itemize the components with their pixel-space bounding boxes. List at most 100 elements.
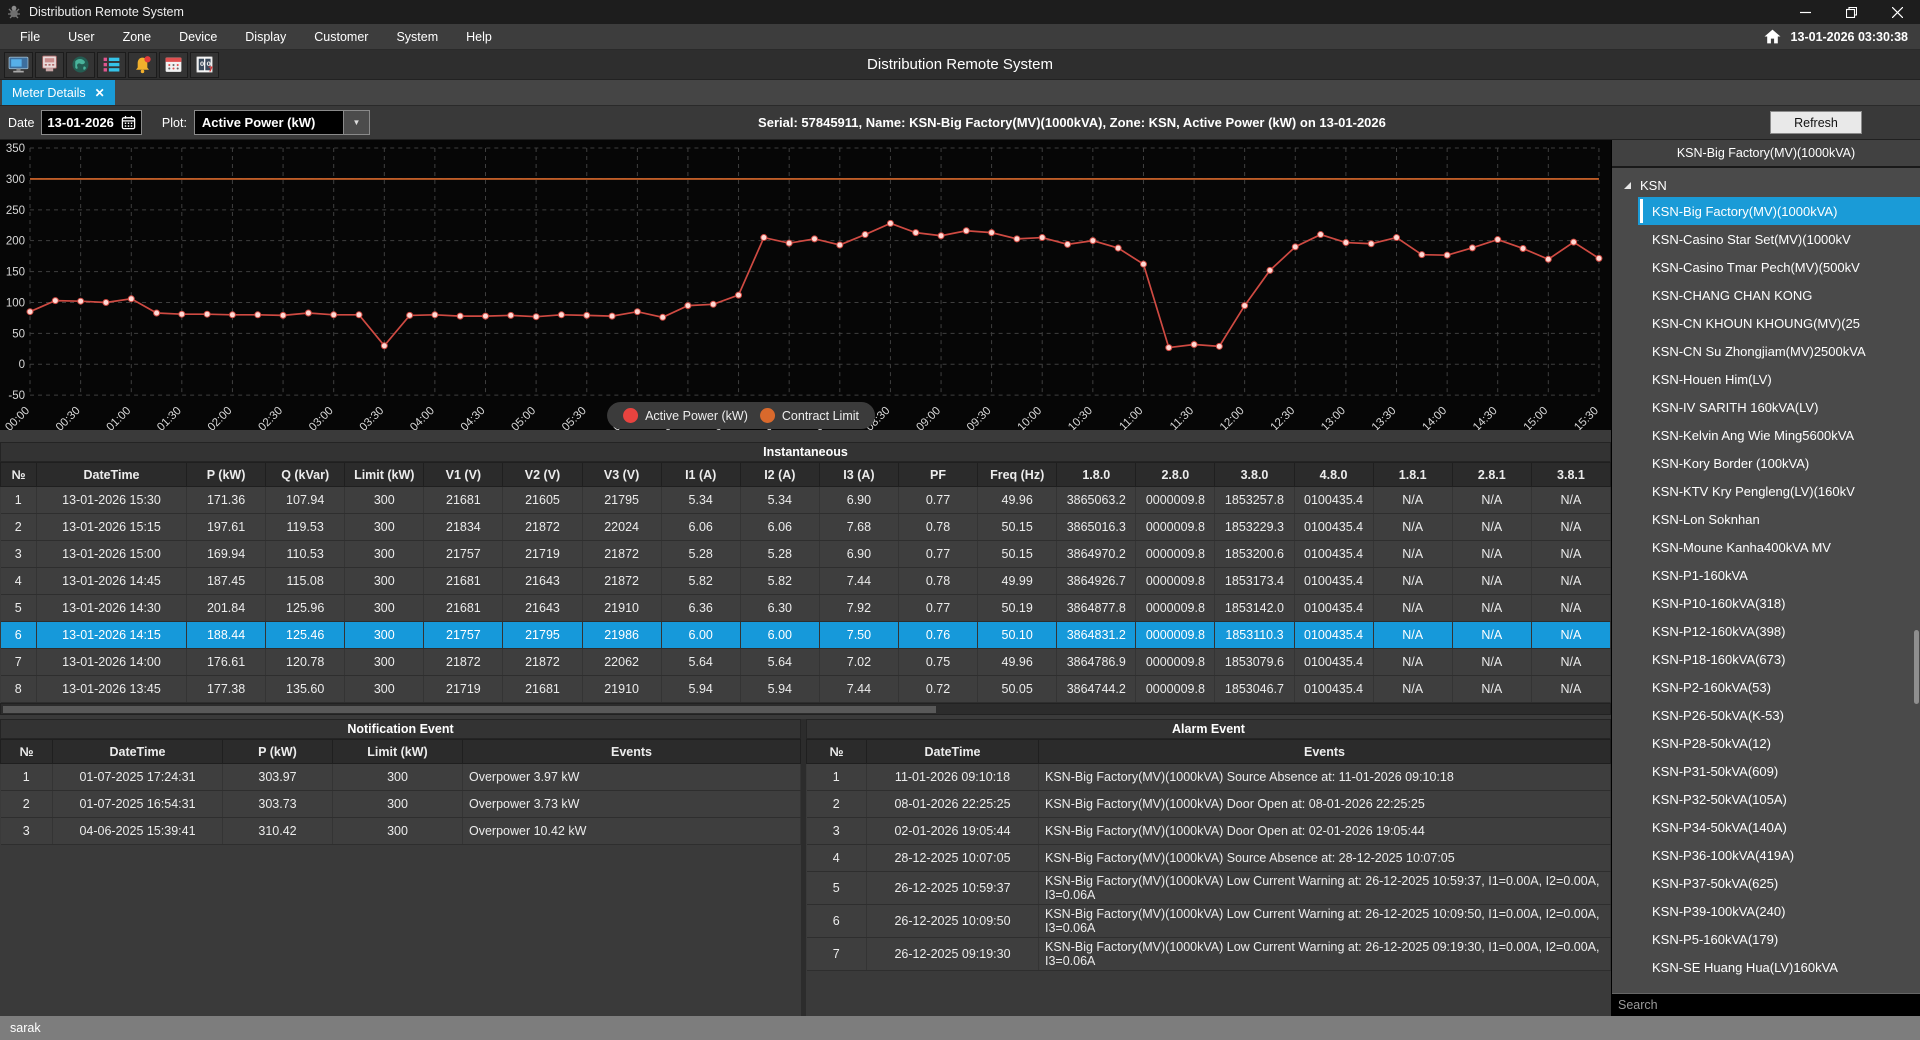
column-header[interactable]: V2 (V)	[503, 463, 582, 487]
tree-item[interactable]: KSN-CN KHOUN KHOUNG(MV)(25	[1638, 309, 1920, 337]
column-header[interactable]: 2.8.1	[1452, 463, 1531, 487]
table-row[interactable]: 626-12-2025 10:09:50KSN-Big Factory(MV)(…	[807, 905, 1611, 938]
table-row[interactable]: 513-01-2026 14:30201.84125.9630021681216…	[1, 595, 1611, 622]
tree-item[interactable]: KSN-Kory Border (100kVA)	[1638, 449, 1920, 477]
tree-item[interactable]: KSN-P5-160kVA(179)	[1638, 925, 1920, 953]
tree-item[interactable]: KSN-P34-50kVA(140A)	[1638, 813, 1920, 841]
calendar-icon[interactable]	[121, 115, 136, 130]
monitor-icon-button[interactable]	[4, 52, 33, 78]
table-row[interactable]: 113-01-2026 15:30171.36107.9430021681216…	[1, 487, 1611, 514]
tree-scrollbar-thumb[interactable]	[1914, 630, 1919, 704]
tree-item[interactable]: KSN-P39-100kVA(240)	[1638, 897, 1920, 925]
tree-item[interactable]: KSN-KTV Kry Pengleng(LV)(160kV	[1638, 477, 1920, 505]
alarm-bell-icon-button[interactable]	[128, 52, 157, 78]
table-row[interactable]: 813-01-2026 13:45177.38135.6030021719216…	[1, 676, 1611, 703]
menu-item-display[interactable]: Display	[231, 30, 300, 44]
table-row[interactable]: 201-07-2025 16:54:31303.73300Overpower 3…	[1, 791, 801, 818]
tree-item[interactable]: KSN-Casino Star Set(MV)(1000kV	[1638, 225, 1920, 253]
tree-item[interactable]: KSN-Houen Him(LV)	[1638, 365, 1920, 393]
tree-item[interactable]: KSN-P1-160kVA	[1638, 561, 1920, 589]
scrollbar-thumb[interactable]	[3, 706, 936, 713]
column-header[interactable]: Events	[1039, 740, 1611, 764]
column-header[interactable]: V3 (V)	[582, 463, 661, 487]
menu-item-device[interactable]: Device	[165, 30, 231, 44]
tree-item[interactable]: KSN-P10-160kVA(318)	[1638, 589, 1920, 617]
tree-item[interactable]: KSN-Big Factory(MV)(1000kVA)	[1638, 197, 1920, 225]
column-header[interactable]: 3.8.0	[1215, 463, 1294, 487]
device-icon-button[interactable]	[35, 52, 64, 78]
tree-item[interactable]: KSN-Casino Tmar Pech(MV)(500kV	[1638, 253, 1920, 281]
chevron-down-icon[interactable]: ▼	[344, 110, 370, 135]
tab-close-icon[interactable]: ✕	[95, 86, 105, 100]
plot-select[interactable]: Active Power (kW)	[194, 110, 344, 135]
tree-item[interactable]: KSN-Lon Soknhan	[1638, 505, 1920, 533]
tree-item[interactable]: KSN-P32-50kVA(105A)	[1638, 785, 1920, 813]
tree-item[interactable]: KSN-IV SARITH 160kVA(LV)	[1638, 393, 1920, 421]
tree-collapse-icon[interactable]	[1624, 182, 1631, 189]
column-header[interactable]: I1 (A)	[661, 463, 740, 487]
column-header[interactable]: P (kW)	[223, 740, 333, 764]
search-input[interactable]	[1612, 998, 1920, 1012]
column-header[interactable]: №	[807, 740, 867, 764]
tree-item[interactable]: KSN-CN Su Zhongjiam(MV)2500kVA	[1638, 337, 1920, 365]
column-header[interactable]: Limit (kW)	[345, 463, 424, 487]
table-row[interactable]: 111-01-2026 09:10:18KSN-Big Factory(MV)(…	[807, 764, 1611, 791]
column-header[interactable]: Q (kVar)	[266, 463, 345, 487]
column-header[interactable]: I2 (A)	[740, 463, 819, 487]
table-row[interactable]: 208-01-2026 22:25:25KSN-Big Factory(MV)(…	[807, 791, 1611, 818]
close-button[interactable]	[1874, 0, 1920, 24]
column-header[interactable]: Events	[463, 740, 801, 764]
tab-meter-details[interactable]: Meter Details ✕	[2, 80, 115, 105]
register-icon-button[interactable]: 007	[190, 52, 219, 78]
table-row[interactable]: 726-12-2025 09:19:30KSN-Big Factory(MV)(…	[807, 938, 1611, 971]
calendar-grid-icon-button[interactable]	[159, 52, 188, 78]
tree-item[interactable]: KSN-Moune Kanha400kVA MV	[1638, 533, 1920, 561]
tree-group-ksn[interactable]: KSN	[1612, 173, 1920, 197]
table-row[interactable]: 713-01-2026 14:00176.61120.7830021872218…	[1, 649, 1611, 676]
menu-item-help[interactable]: Help	[452, 30, 506, 44]
minimize-button[interactable]	[1782, 0, 1828, 24]
tree-item[interactable]: KSN-Kelvin Ang Wie Ming5600kVA	[1638, 421, 1920, 449]
menu-item-user[interactable]: User	[54, 30, 108, 44]
tree-item[interactable]: KSN-CHANG CHAN KONG	[1638, 281, 1920, 309]
column-header[interactable]: 1.8.1	[1373, 463, 1452, 487]
tree-scrollbar[interactable]	[1914, 168, 1919, 993]
menu-item-zone[interactable]: Zone	[109, 30, 166, 44]
tree-item[interactable]: KSN-P12-160kVA(398)	[1638, 617, 1920, 645]
table-row[interactable]: 428-12-2025 10:07:05KSN-Big Factory(MV)(…	[807, 845, 1611, 872]
horizontal-scrollbar[interactable]	[0, 703, 1611, 715]
home-icon[interactable]	[1764, 29, 1781, 44]
menu-item-file[interactable]: File	[6, 30, 54, 44]
table-row[interactable]: 302-01-2026 19:05:44KSN-Big Factory(MV)(…	[807, 818, 1611, 845]
column-header[interactable]: №	[1, 740, 53, 764]
date-input[interactable]: 13-01-2026	[41, 110, 142, 135]
tree-item[interactable]: KSN-P28-50kVA(12)	[1638, 729, 1920, 757]
restore-button[interactable]	[1828, 0, 1874, 24]
column-header[interactable]: DateTime	[867, 740, 1039, 764]
menu-item-system[interactable]: System	[382, 30, 452, 44]
column-header[interactable]: DateTime	[53, 740, 223, 764]
table-row[interactable]: 526-12-2025 10:59:37KSN-Big Factory(MV)(…	[807, 872, 1611, 905]
column-header[interactable]: №	[1, 463, 37, 487]
tree-item[interactable]: KSN-P31-50kVA(609)	[1638, 757, 1920, 785]
refresh-button[interactable]: Refresh	[1770, 111, 1862, 134]
column-header[interactable]: 1.8.0	[1057, 463, 1136, 487]
column-header[interactable]: DateTime	[37, 463, 187, 487]
tree-item[interactable]: KSN-P26-50kVA(K-53)	[1638, 701, 1920, 729]
map-icon-button[interactable]	[66, 52, 95, 78]
tree-item[interactable]: KSN-P36-100kVA(419A)	[1638, 841, 1920, 869]
tree-item[interactable]: KSN-SE Huang Hua(LV)160kVA	[1638, 953, 1920, 981]
table-row[interactable]: 213-01-2026 15:15197.61119.5330021834218…	[1, 514, 1611, 541]
table-row[interactable]: 613-01-2026 14:15188.44125.4630021757217…	[1, 622, 1611, 649]
tree-item[interactable]: KSN-P37-50kVA(625)	[1638, 869, 1920, 897]
column-header[interactable]: PF	[898, 463, 977, 487]
column-header[interactable]: P (kW)	[187, 463, 266, 487]
column-header[interactable]: I3 (A)	[819, 463, 898, 487]
menu-item-customer[interactable]: Customer	[300, 30, 382, 44]
table-row[interactable]: 413-01-2026 14:45187.45115.0830021681216…	[1, 568, 1611, 595]
column-header[interactable]: Limit (kW)	[333, 740, 463, 764]
tree-item[interactable]: KSN-P18-160kVA(673)	[1638, 645, 1920, 673]
column-header[interactable]: 2.8.0	[1136, 463, 1215, 487]
list-icon-button[interactable]	[97, 52, 126, 78]
column-header[interactable]: Freq (Hz)	[978, 463, 1057, 487]
